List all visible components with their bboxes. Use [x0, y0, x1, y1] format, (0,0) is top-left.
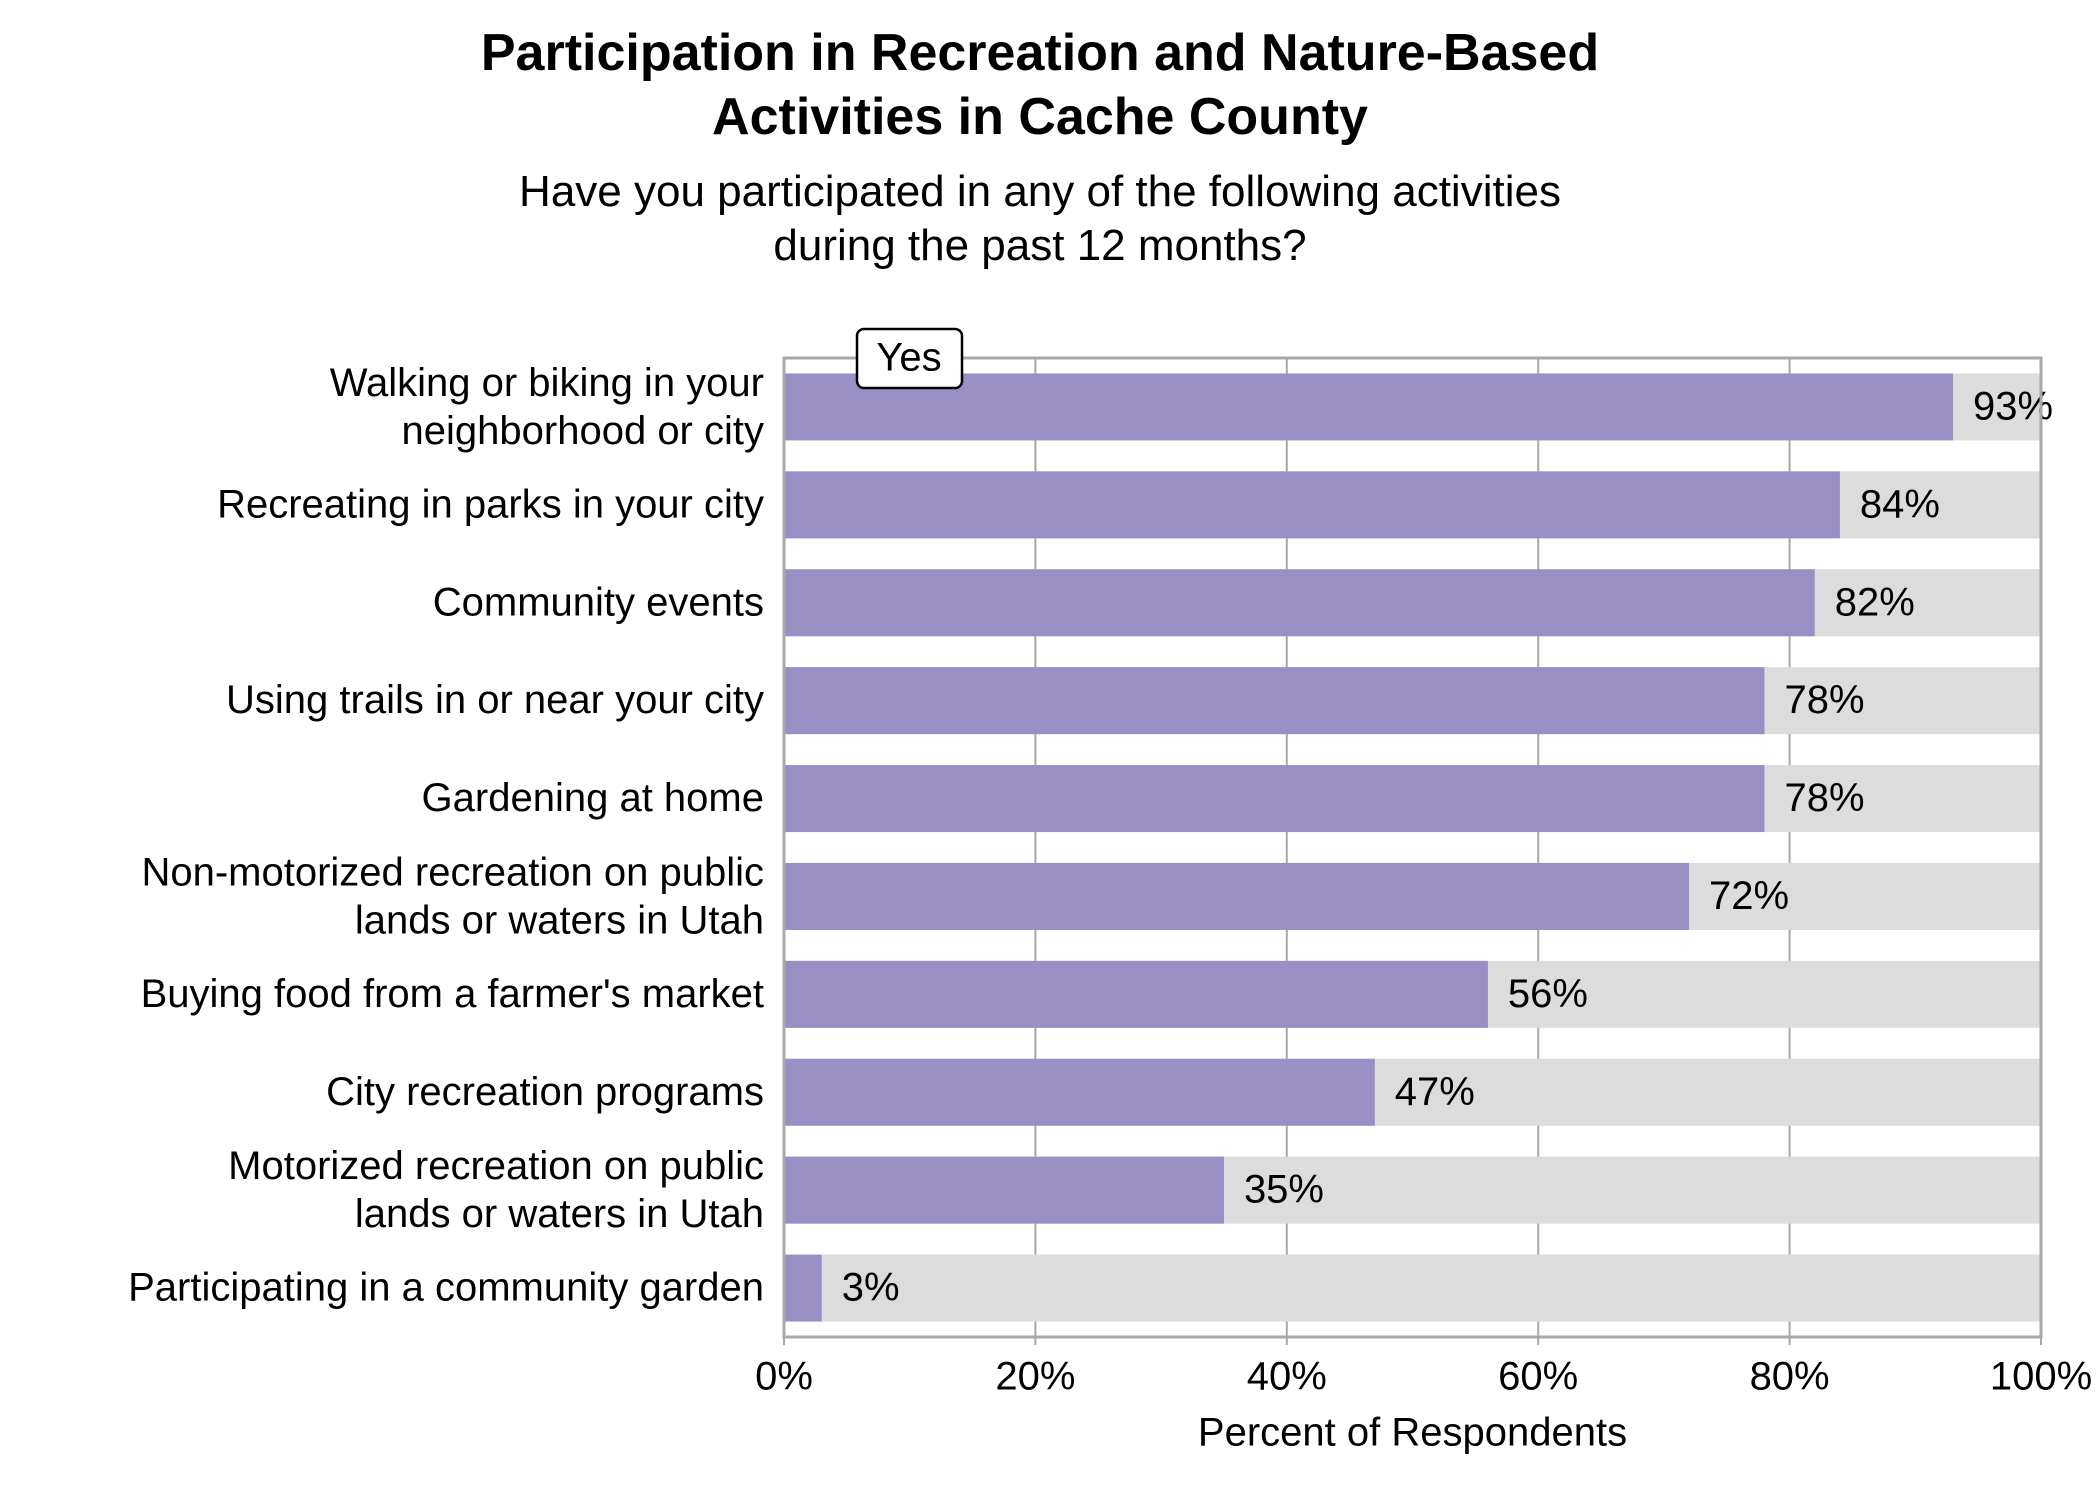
bar [784, 1156, 1224, 1224]
x-tick-label: 80% [1750, 1355, 1830, 1399]
data-label: 35% [1244, 1168, 1324, 1212]
legend-box [855, 327, 964, 390]
y-tick-label: Walking or biking in your neighborhood or… [330, 361, 764, 453]
chart-subtitle: Have you participated in any of the foll… [519, 167, 1561, 270]
bar [784, 569, 1815, 637]
x-tick-label: 60% [1498, 1355, 1578, 1399]
bar [784, 1058, 1375, 1126]
y-tick-label: Participating in a community garden [128, 1266, 764, 1310]
bar [784, 765, 1765, 833]
data-label: 82% [1835, 580, 1915, 624]
y-tick-label: City recreation programs [326, 1070, 764, 1114]
y-tick-label: Community events [433, 580, 764, 624]
data-label: 3% [842, 1266, 900, 1310]
data-label: 78% [1784, 678, 1864, 722]
data-label: 84% [1860, 482, 1940, 526]
data-label: 56% [1508, 972, 1588, 1016]
data-label: 78% [1784, 776, 1864, 820]
bar [784, 862, 1690, 930]
x-tick-label: 100% [1990, 1355, 2092, 1399]
x-tick-label: 40% [1247, 1355, 1327, 1399]
y-tick-label: Using trails in or near your city [226, 678, 764, 722]
y-tick-label: Recreating in parks in your city [217, 482, 764, 526]
data-label: 47% [1395, 1070, 1475, 1114]
data-label: 72% [1709, 874, 1789, 918]
bar [784, 471, 1840, 539]
x-axis-title: Percent of Respondents [1198, 1411, 1627, 1455]
bar [784, 373, 1954, 441]
y-tick-label: Buying food from a farmer's market [141, 972, 764, 1016]
bar [784, 667, 1765, 735]
plot-frame [782, 356, 2043, 1339]
y-tick-label: Non-motorized recreation on public lands … [141, 850, 764, 942]
bar-track [784, 1254, 2041, 1322]
bar [784, 1254, 822, 1322]
chart-title: Participation in Recreation and Nature-B… [481, 24, 1599, 146]
y-tick-label: Motorized recreation on public lands or w… [228, 1144, 764, 1236]
legend-label: Yes [876, 336, 941, 380]
bar [784, 960, 1488, 1028]
x-tick-label: 20% [995, 1355, 1075, 1399]
x-tick-label: 0% [755, 1355, 813, 1399]
y-tick-label: Gardening at home [422, 776, 764, 820]
